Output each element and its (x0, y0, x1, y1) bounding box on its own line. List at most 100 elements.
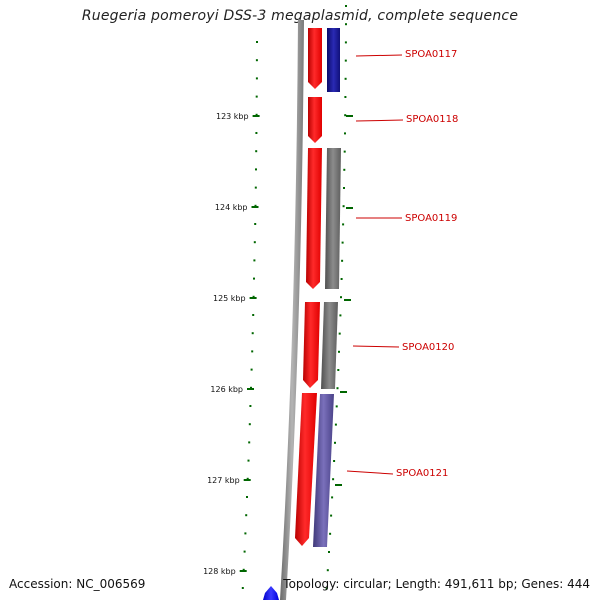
ruler-minor-tick (248, 441, 251, 444)
outer-track-major-tick (346, 207, 353, 209)
outer-track-dot (332, 478, 335, 481)
outer-track-dot (342, 205, 345, 208)
outer-track-dot (328, 551, 330, 553)
ruler-minor-tick (251, 350, 254, 353)
ruler-minor-tick (254, 223, 257, 225)
outer-track-dot (336, 387, 339, 390)
outer-track-dot (344, 114, 347, 117)
outer-track-major-tick (344, 299, 351, 301)
ruler-minor-tick (250, 386, 252, 389)
ruler-minor-tick (253, 241, 256, 244)
ruler-minor-tick (242, 568, 245, 571)
outer-track-dot (334, 423, 337, 426)
ruler-minor-tick (254, 204, 257, 207)
gene-label-spoa0119[interactable]: SPOA0119 (405, 213, 457, 224)
ruler-minor-tick (252, 295, 255, 298)
gene-arrow-spoa0121[interactable] (295, 393, 317, 546)
ruler-minor-tick (254, 186, 257, 189)
gene-arrow-spoa0120[interactable] (303, 302, 320, 388)
outer-track-dot (340, 296, 342, 299)
outer-track-dot (342, 223, 345, 226)
outer-track-dot (343, 150, 346, 153)
ruler-minor-tick (255, 168, 257, 171)
ruler-label: 126 kbp (210, 385, 243, 394)
outer-track-dot (345, 5, 347, 7)
outer-track-dot (326, 569, 329, 572)
cog-bar-purple (313, 394, 334, 547)
gene-label-spoa0121[interactable]: SPOA0121 (396, 468, 448, 479)
plasmid-backbone (280, 20, 304, 600)
ruler: 123 kbp 124 kbp 125 kbp 126 kbp 127 kbp 128 k… (203, 112, 260, 576)
outer-track-dot (333, 460, 336, 462)
cog-bar-gray (325, 148, 341, 289)
gene-arrow-spoa0118[interactable] (308, 97, 322, 143)
ruler-minor-tick (246, 496, 248, 498)
outer-track-dot (331, 496, 334, 499)
ruler-label: 127 kbp (207, 476, 240, 485)
outer-track-dot (330, 514, 333, 517)
outer-track-dot (335, 405, 338, 408)
gene-arrow-spoa0119[interactable] (306, 148, 322, 289)
label-leader (355, 54, 403, 57)
ruler-minor-tick (256, 41, 258, 43)
ruler-minor-tick (250, 368, 253, 371)
ruler-label: 125 kbp (213, 294, 246, 303)
ruler-minor-tick (249, 405, 252, 407)
ruler-label: 123 kbp (216, 112, 249, 121)
ruler-minor-tick (255, 59, 258, 62)
ruler-minor-tick (248, 423, 251, 426)
gene-label-spoa0117[interactable]: SPOA0117 (405, 49, 457, 60)
gene-label-spoa0120[interactable]: SPOA0120 (402, 342, 454, 353)
ruler-major-tick (247, 388, 254, 390)
outer-track-dot (340, 278, 343, 280)
label-leader (352, 345, 400, 348)
label-leader (355, 119, 404, 122)
outer-track-dot (344, 59, 347, 62)
ruler-minor-tick (252, 314, 255, 316)
label-leader (346, 470, 394, 475)
outer-dot-track (325, 5, 353, 590)
ruler-minor-tick (241, 587, 244, 589)
outer-track-dot (341, 241, 344, 244)
outer-track-major-tick (335, 484, 342, 486)
ruler-minor-tick (244, 532, 247, 535)
outer-track-dot (345, 23, 347, 26)
ruler-minor-tick (243, 550, 246, 553)
outer-track-dot (343, 187, 345, 189)
map-title: Ruegeria pomeroyi DSS-3 megaplasmid, com… (81, 8, 519, 24)
outer-track-dot (338, 350, 340, 353)
outer-track-major-tick (346, 115, 353, 117)
ruler-label: 128 kbp (203, 567, 236, 576)
ruler-minor-tick (255, 77, 258, 80)
outer-track-dot (341, 259, 344, 262)
cog-bar-gray (321, 302, 338, 389)
outer-track-dot (329, 532, 332, 535)
ruler-major-tick (252, 115, 260, 117)
cog-bar-navy (327, 28, 340, 92)
ruler-minor-tick (253, 259, 256, 262)
ruler-minor-tick (246, 477, 249, 480)
ruler-minor-tick (247, 459, 250, 462)
outer-track-dot (338, 332, 341, 335)
ruler-minor-tick (255, 132, 258, 134)
accession-text: Accession: NC_006569 (9, 577, 146, 591)
ruler-major-tick (251, 206, 259, 208)
gene-arrow-spoa0117[interactable] (308, 28, 322, 89)
outer-track-dot (344, 96, 347, 98)
ruler-label: 124 kbp (215, 203, 248, 212)
ruler-minor-tick (255, 95, 258, 98)
ruler-minor-tick (251, 332, 254, 335)
outer-track-dot (343, 168, 346, 171)
outer-track-dot (344, 132, 346, 135)
gene-arrow-reverse[interactable] (263, 586, 279, 600)
outer-track-dot (344, 77, 347, 80)
outer-track-dot (337, 369, 340, 371)
ruler-major-tick (249, 297, 257, 299)
ruler-minor-tick (245, 514, 248, 517)
gene-label-spoa0118[interactable]: SPOA0118 (406, 114, 458, 125)
ruler-major-tick (243, 479, 251, 481)
ruler-major-tick (239, 570, 247, 572)
outer-track-dot (339, 314, 342, 317)
ruler-minor-tick (255, 113, 258, 116)
